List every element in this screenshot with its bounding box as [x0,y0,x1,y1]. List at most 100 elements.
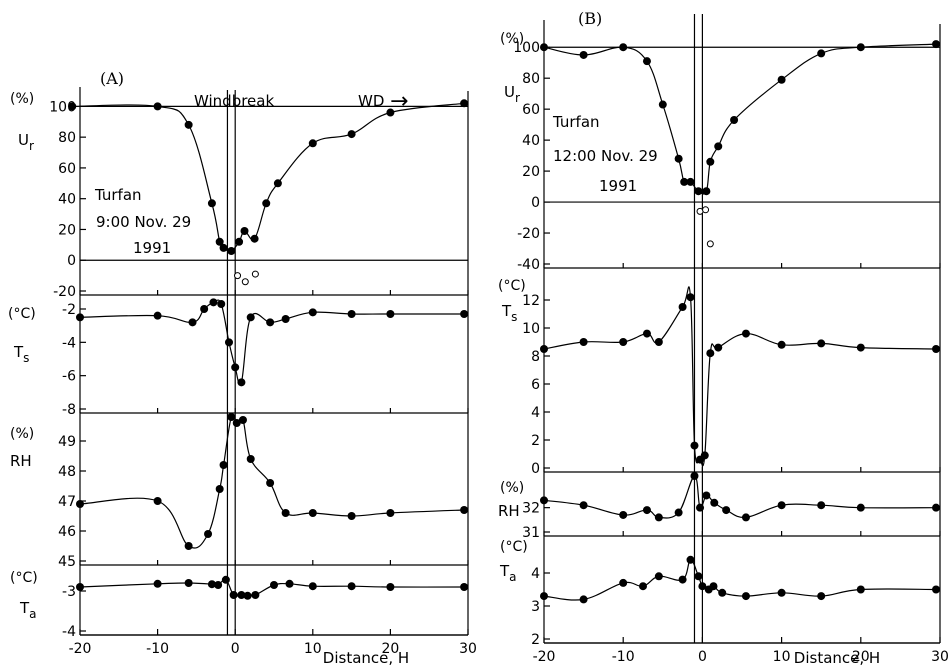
data-point [227,413,236,421]
data-point [642,57,651,66]
series-line [72,102,465,252]
data-point [285,579,294,588]
data-point-open [234,272,242,280]
data-point [281,315,290,323]
data-point [188,318,197,327]
data-point [229,591,238,599]
y-variable-label: Ts [501,302,517,324]
data-point [700,451,709,460]
data-point-open [702,206,710,214]
data-point [215,237,224,246]
data-point [76,500,84,508]
data-point [460,583,469,591]
y-tick-label: -4 [62,624,76,640]
y-tick-label: 45 [58,554,76,570]
y-tick-label: 20 [522,164,540,180]
panel-a-letter: (A) [100,69,124,88]
series-line [543,559,937,601]
y-unit-label: (°C) [10,570,38,586]
y-tick-label: 32 [522,501,540,517]
y-variable-label: Ta [19,599,37,621]
data-point [386,583,395,591]
data-point [238,416,247,424]
data-point [730,116,739,124]
x-tick-label: -20 [533,649,556,665]
data-point [262,199,271,208]
data-point [856,43,865,52]
data-point [686,555,695,564]
y-tick-label: 2 [531,632,540,648]
data-point [204,530,213,538]
y-tick-label: 2 [531,433,540,449]
data-point [714,142,723,151]
x-tick-label: 0 [231,641,240,657]
y-tick-label: 0 [531,195,540,211]
y-tick-label: 0 [531,461,540,477]
data-point [308,509,317,517]
data-point [207,199,216,208]
y-tick-label: 0 [67,253,76,269]
x-tick-label: 30 [459,641,477,657]
panel-b: -20 -10 0 10 20 30100806040200-20-40(%)Ur1210… [498,14,949,665]
data-point [219,243,228,252]
y-tick-label: 6 [531,377,540,393]
data-point [237,378,246,387]
panel-b-year: 1991 [599,177,637,195]
data-point [678,575,687,584]
data-point [540,496,548,505]
y-tick-label: 40 [522,133,540,149]
data-point [76,313,84,322]
data-point [706,157,715,166]
panel-a-year: 1991 [133,239,171,257]
data-point [579,501,588,510]
data-point [184,579,193,587]
data-point [217,300,226,308]
y-tick-label: 4 [531,566,540,582]
data-point [642,329,651,338]
data-point [856,585,865,594]
data-point [219,461,228,469]
wind-direction-label: WD [358,92,384,110]
y-tick-label: -2 [62,302,76,318]
data-point [579,50,588,59]
panel-b-site: Turfan [552,113,600,131]
y-tick-label: 8 [531,349,540,365]
data-point [153,579,162,588]
data-point [777,75,786,84]
y-tick-label: -20 [517,226,540,242]
data-point [932,40,941,49]
data-point [232,419,241,427]
panel-a-time: 9:00 Nov. 29 [96,213,191,231]
data-point [658,100,667,109]
y-variable-label: Ts [13,343,29,365]
data-point [674,508,683,517]
data-point [694,187,703,196]
data-point [153,497,162,505]
data-point [718,588,727,597]
data-point [240,227,249,235]
data-point [674,154,683,163]
data-point [777,588,786,597]
data-point [696,503,705,512]
data-point-open [241,278,249,286]
data-point [702,491,711,500]
y-tick-label: 47 [58,494,76,510]
y-tick-label: -6 [62,369,76,385]
y-variable-label: Ur [18,131,34,153]
y-tick-label: -8 [62,402,76,418]
series-line [79,299,465,386]
x-tick-label: 20 [381,641,399,657]
data-point [184,120,193,129]
y-tick-label: 10 [522,321,540,337]
data-point [540,345,548,353]
data-point [741,329,750,338]
data-point [741,592,750,601]
data-point [777,501,786,510]
data-point [266,479,275,487]
data-point [694,572,703,581]
data-point [460,99,469,108]
data-point [214,581,223,589]
data-point [817,501,826,510]
data-point [460,506,469,514]
